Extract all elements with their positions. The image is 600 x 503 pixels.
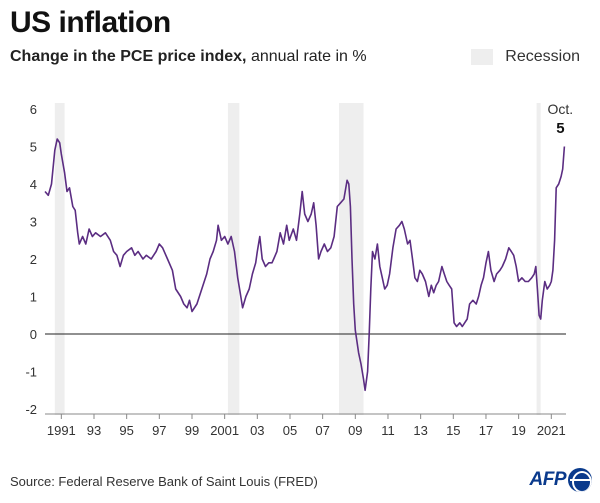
x-tick-label: 17 (479, 423, 493, 438)
x-tick-label: 03 (250, 423, 264, 438)
line-chart: -2 -1 0 1 2 3 4 5 6 1991 93 95 97 99 2001 03 05 07 09 11 13 1… (25, 101, 574, 438)
x-tick-label: 07 (315, 423, 329, 438)
pce-inflation-line (44, 138, 566, 392)
globe-icon (568, 468, 592, 492)
x-tick-label: 09 (348, 423, 362, 438)
recession-band (227, 103, 240, 415)
x-tick-label: 11 (381, 423, 395, 438)
chart-title: US inflation (10, 6, 171, 39)
y-tick-label: -2 (25, 402, 37, 417)
legend: Recession (471, 48, 580, 66)
x-tick-label: 1991 (47, 423, 76, 438)
y-tick-label: 3 (30, 215, 37, 230)
y-tick-label: 1 (30, 290, 37, 305)
y-tick-label: 6 (30, 102, 37, 117)
y-tick-label: 0 (30, 327, 37, 342)
recession-legend-label: Recession (505, 48, 580, 65)
subtitle-rest: annual rate in % (246, 48, 367, 65)
recession-band (536, 103, 541, 415)
recession-swatch (471, 49, 494, 65)
chart-subtitle: Change in the PCE price index, annual ra… (10, 48, 367, 66)
x-tick-label: 97 (152, 423, 166, 438)
recession-bands (54, 103, 541, 415)
y-tick-label: -1 (25, 365, 37, 380)
subtitle-bold: Change in the PCE price index, (10, 48, 247, 65)
logo-text: AFP (529, 469, 567, 490)
annotation-month: Oct. (548, 101, 574, 117)
x-tick-label: 95 (119, 423, 133, 438)
x-tick-label: 99 (185, 423, 199, 438)
annotations: Oct. 5 (548, 101, 574, 137)
y-tick-label: 2 (30, 252, 37, 267)
source-note: Source: Federal Reserve Bank of Saint Lo… (10, 474, 318, 489)
recession-band (54, 103, 65, 415)
x-tick-label: 13 (413, 423, 427, 438)
x-tick-label: 15 (446, 423, 460, 438)
x-tick-label: 05 (283, 423, 297, 438)
x-tick-label: 2021 (537, 423, 566, 438)
series-layer (44, 138, 566, 392)
x-tick-label: 2001 (210, 423, 239, 438)
axes: -2 -1 0 1 2 3 4 5 6 1991 93 95 97 99 2001 03 05 07 09 11 13 1… (25, 102, 566, 438)
afp-logo: AFP (529, 468, 592, 492)
y-tick-label: 5 (30, 140, 37, 155)
y-tick-label: 4 (30, 177, 37, 192)
annotation-value: 5 (556, 120, 564, 137)
x-tick-label: 93 (87, 423, 101, 438)
x-tick-label: 19 (511, 423, 525, 438)
